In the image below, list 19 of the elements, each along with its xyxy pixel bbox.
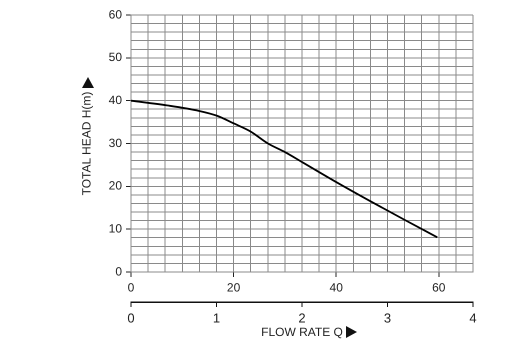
y-tick-label: 0 (115, 264, 122, 278)
x2-axis-title: FLOW RATE Q (261, 325, 343, 340)
x-tick-label: 20 (226, 280, 241, 295)
y-axis-title: TOTAL HEAD H(m) (80, 92, 94, 196)
x2-tick-label: 2 (298, 310, 306, 326)
line-series (131, 100, 438, 238)
x2-tick-label: 0 (127, 310, 135, 326)
x-tick-label: 60 (432, 280, 446, 295)
y-tick-label: 30 (108, 136, 122, 150)
y-tick-label: 40 (108, 92, 122, 107)
x2-tick-label: 3 (384, 310, 392, 326)
x2-tick-label: 1 (212, 310, 220, 326)
y-tick-label: 20 (108, 178, 122, 193)
y-tick-label: 60 (108, 7, 122, 22)
x-tick-label: 0 (128, 280, 135, 295)
x2-tick-label: 4 (469, 310, 477, 326)
x-tick-label: 40 (330, 280, 344, 295)
y-tick-label: 50 (108, 50, 122, 64)
y-tick-label: 10 (108, 221, 122, 236)
